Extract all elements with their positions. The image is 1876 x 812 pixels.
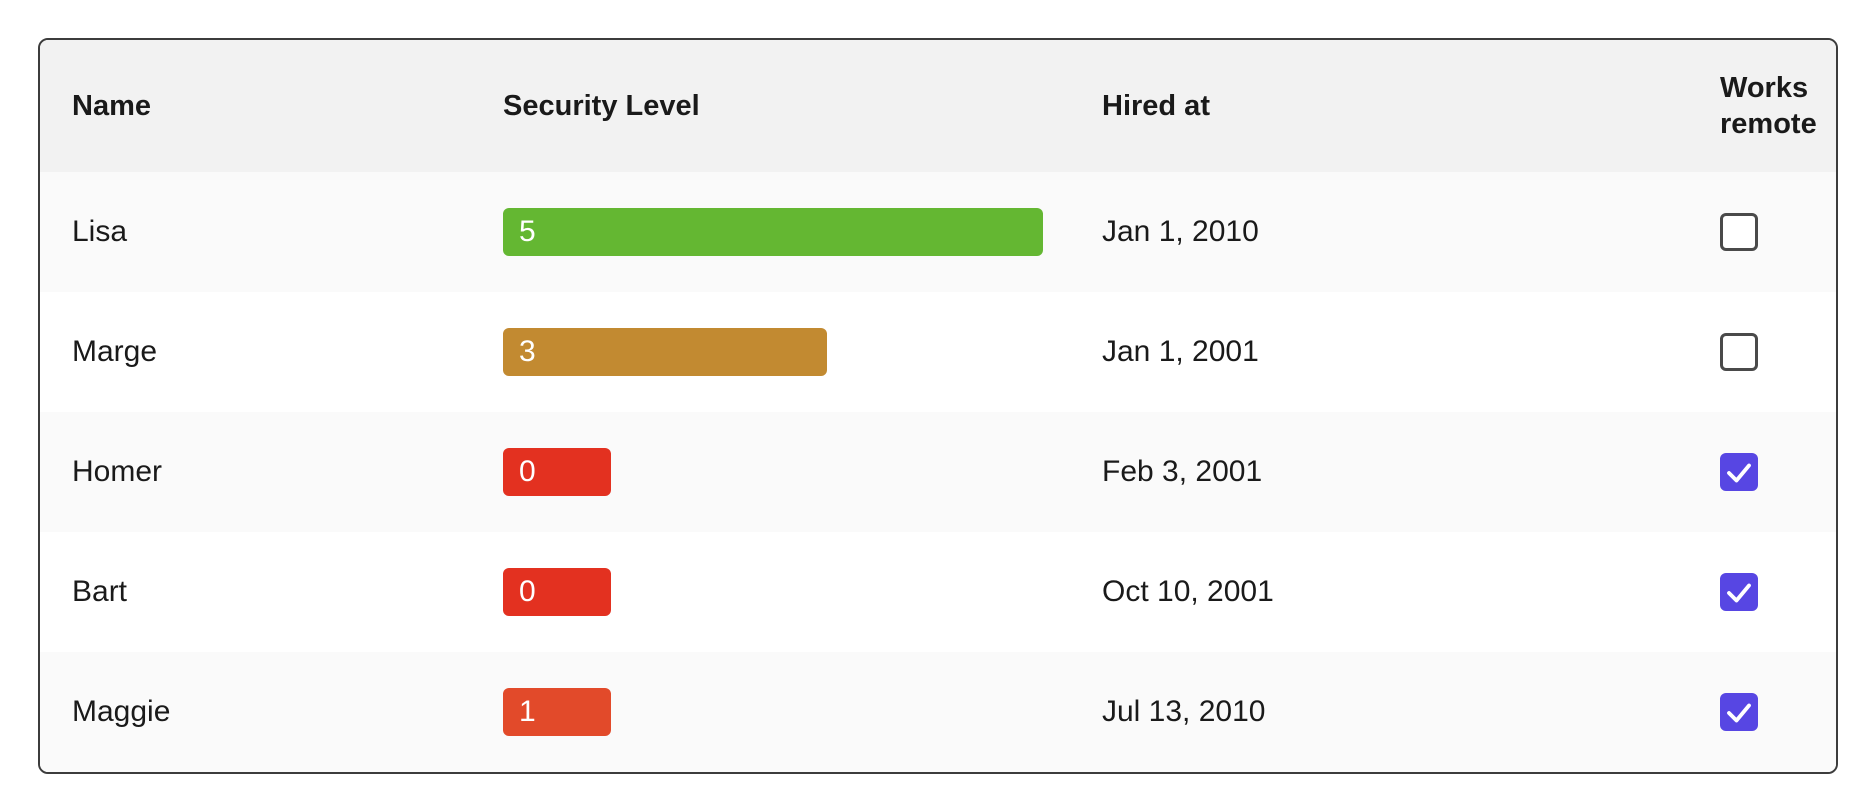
security-level-value: 0 bbox=[519, 575, 536, 608]
security-level-value: 1 bbox=[519, 695, 536, 728]
table-row: Maggie 1 Jul 13, 2010 bbox=[40, 652, 1836, 772]
security-level-bar: 3 bbox=[503, 328, 827, 376]
works-remote-checkbox[interactable] bbox=[1720, 333, 1758, 371]
security-level-value: 3 bbox=[519, 335, 536, 368]
works-remote-checkbox[interactable] bbox=[1720, 213, 1758, 251]
column-header-works-remote: Works remote bbox=[1720, 71, 1817, 140]
checkmark-icon bbox=[1727, 703, 1751, 723]
hired-at-date: Jul 13, 2010 bbox=[1102, 695, 1266, 728]
checkmark-icon bbox=[1727, 463, 1751, 483]
works-remote-checkbox[interactable] bbox=[1720, 453, 1758, 491]
column-header-hired-at: Hired at bbox=[1102, 89, 1210, 122]
employee-table: Name Security Level Hired at Works remot… bbox=[38, 38, 1838, 774]
employee-name: Homer bbox=[72, 455, 163, 488]
security-level-value: 5 bbox=[519, 215, 536, 248]
table-row: Lisa 5 Jan 1, 2010 bbox=[40, 172, 1836, 292]
hired-at-date: Jan 1, 2010 bbox=[1102, 215, 1259, 248]
table-row: Bart 0 Oct 10, 2001 bbox=[40, 532, 1836, 652]
security-level-bar: 0 bbox=[503, 568, 611, 616]
hired-at-date: Oct 10, 2001 bbox=[1102, 575, 1274, 608]
works-remote-checkbox[interactable] bbox=[1720, 573, 1758, 611]
employee-name: Marge bbox=[72, 335, 158, 368]
works-remote-checkbox[interactable] bbox=[1720, 693, 1758, 731]
table-row: Marge 3 Jan 1, 2001 bbox=[40, 292, 1836, 412]
column-header-name: Name bbox=[72, 89, 151, 122]
employee-name: Bart bbox=[72, 575, 128, 608]
security-level-bar: 5 bbox=[503, 208, 1043, 256]
checkmark-icon bbox=[1727, 583, 1751, 603]
table-row: Homer 0 Feb 3, 2001 bbox=[40, 412, 1836, 532]
employee-name: Maggie bbox=[72, 695, 171, 728]
hired-at-date: Feb 3, 2001 bbox=[1102, 455, 1263, 488]
hired-at-date: Jan 1, 2001 bbox=[1102, 335, 1259, 368]
security-level-value: 0 bbox=[519, 455, 536, 488]
column-header-security-level: Security Level bbox=[503, 89, 700, 122]
security-level-bar: 0 bbox=[503, 448, 611, 496]
employee-name: Lisa bbox=[72, 215, 128, 248]
security-level-bar: 1 bbox=[503, 688, 611, 736]
table-header: Name Security Level Hired at Works remot… bbox=[40, 40, 1836, 172]
